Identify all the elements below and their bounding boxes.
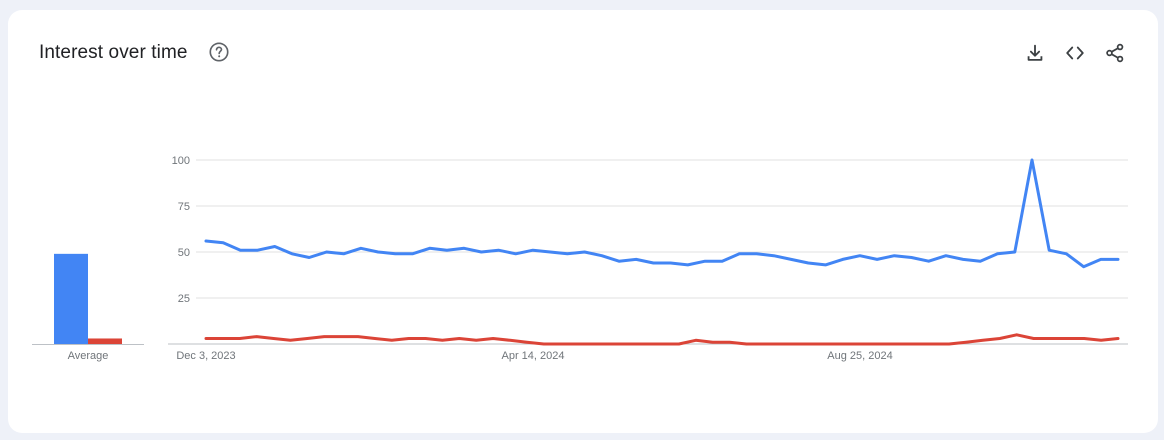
y-tick-label: 100 [172,155,190,167]
average-bar [54,253,88,344]
y-tick-label: 50 [178,247,190,259]
interest-over-time-card: Interest over time [8,10,1158,433]
embed-code-icon[interactable] [1064,42,1086,64]
share-icon[interactable] [1104,42,1126,64]
average-bar [88,338,122,344]
x-tick-label: Aug 25, 2024 [827,350,892,362]
widget-title: Interest over time [39,42,188,63]
x-tick-label: Apr 14, 2024 [502,350,565,362]
help-circle-icon[interactable] [208,41,230,63]
x-tick-label: Dec 3, 2023 [176,350,235,362]
y-tick-label: 25 [178,293,190,305]
y-tick-label: 75 [178,201,190,213]
download-icon[interactable] [1024,42,1046,64]
series-line [204,158,1120,269]
average-label: Average [68,350,109,362]
series-line [204,333,1120,346]
